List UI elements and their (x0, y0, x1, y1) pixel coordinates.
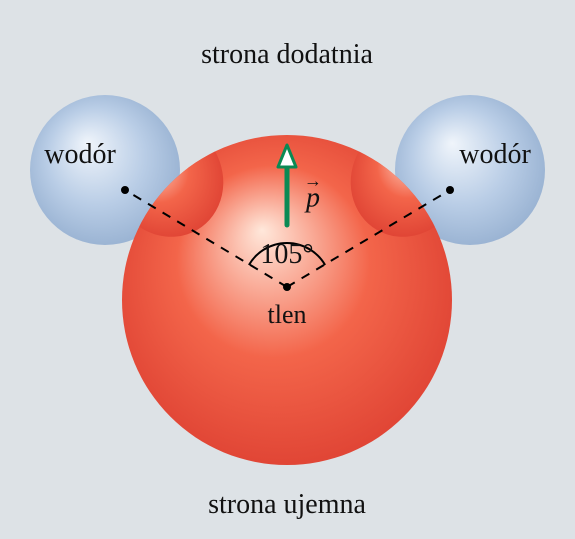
hydrogen-left-center-dot (121, 186, 129, 194)
hydrogen-right-label: wodór (459, 139, 531, 171)
dipole-moment-label: →p (304, 177, 322, 212)
hydrogen-right-center-dot (446, 186, 454, 194)
hydrogen-left-label: wodór (44, 139, 116, 171)
positive-side-label: strona dodatnia (201, 39, 373, 71)
bond-angle-label: 105° (260, 239, 313, 271)
oxygen-label: tlen (268, 300, 307, 330)
dipole-symbol: p (304, 185, 322, 213)
oxygen-center-dot (283, 283, 291, 291)
negative-side-label: strona ujemna (208, 489, 366, 521)
